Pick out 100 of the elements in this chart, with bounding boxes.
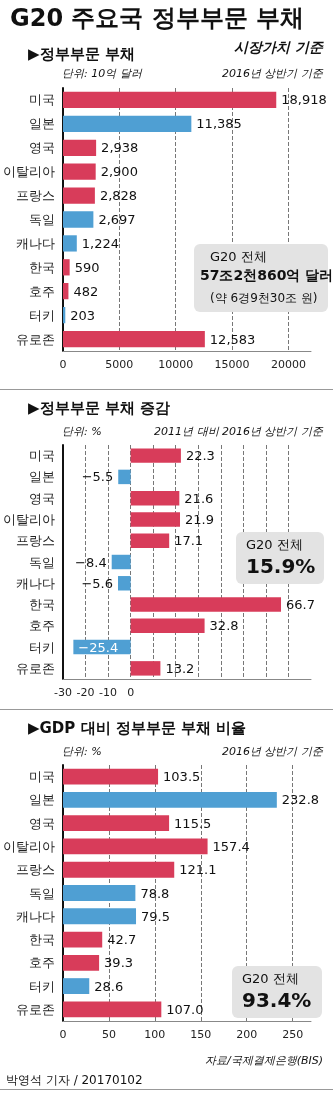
chart-title: ▶정부부문 부채 증감: [28, 398, 170, 417]
x-tick-label: 100: [144, 1028, 166, 1041]
y-tick-label: 호주: [29, 955, 55, 971]
data-label: 13.2: [165, 660, 195, 676]
y-tick-label: 캐나다: [16, 908, 55, 924]
bar: [130, 512, 181, 527]
annotation: 57조2천860억 달러: [200, 267, 333, 283]
bar: [63, 978, 90, 994]
data-label: 157.4: [212, 838, 250, 854]
data-label: 107.0: [166, 1001, 204, 1017]
data-label: 203: [70, 307, 96, 323]
bar: [63, 139, 97, 156]
y-tick-label: 독일: [29, 554, 55, 570]
chart-subtitle: ▶정부부문 부채: [28, 44, 135, 63]
y-tick-label: 한국: [29, 597, 55, 613]
data-label: 11,385: [196, 116, 242, 132]
data-label: 17.1: [174, 533, 204, 549]
bar: [130, 618, 205, 634]
y-tick-label: 일본: [29, 469, 55, 485]
x-tick-label: -30: [54, 686, 72, 699]
bar: [63, 768, 159, 785]
chart-title: ▶GDP 대비 정부부문 부채 비율: [28, 718, 247, 737]
data-label: 103.5: [163, 769, 201, 785]
bar: [63, 259, 70, 276]
annotation: G20 전체: [242, 971, 299, 986]
bar: [130, 490, 180, 506]
bar: [63, 1001, 162, 1018]
chart-title: G20 주요국 정부부문 부채: [10, 4, 305, 32]
data-label: 12,583: [209, 331, 256, 347]
y-tick-label: 터키: [29, 978, 55, 994]
data-label: 66.7: [286, 597, 315, 613]
x-tick-label: 0: [127, 686, 135, 699]
data-label: 2,938: [101, 140, 139, 156]
bar: [130, 661, 161, 676]
bar: [63, 931, 103, 948]
y-tick-label: 한국: [29, 932, 55, 948]
y-tick-label: 일본: [29, 116, 55, 132]
bar: [63, 838, 208, 855]
data-label: 21.9: [185, 511, 214, 527]
data-label: 42.7: [107, 932, 137, 948]
bar: [63, 115, 192, 132]
bar: [63, 908, 137, 925]
bar: [63, 235, 77, 252]
bar: [63, 187, 95, 204]
x-tick-label: 50: [101, 1028, 116, 1041]
y-tick-label: 일본: [29, 792, 55, 808]
text: 박영석 기자 / 20170102: [6, 1073, 143, 1087]
x-tick-label: 20000: [270, 358, 306, 371]
bar: [130, 533, 170, 548]
data-label: 22.3: [185, 448, 215, 464]
x-tick-label: -20: [76, 686, 95, 699]
y-tick-label: 한국: [29, 259, 55, 275]
text: 2011년 대비 2016년 상반기 기준: [154, 425, 324, 438]
bar: [111, 554, 131, 570]
annotation: G20 전체: [246, 537, 303, 552]
y-tick-label: 미국: [29, 448, 55, 464]
bar: [63, 211, 94, 228]
x-tick-label: 250: [282, 1028, 304, 1041]
y-tick-label: 이탈리아: [3, 511, 55, 527]
x-tick-label: 0: [59, 358, 67, 371]
y-tick-label: 터키: [29, 639, 55, 655]
y-tick-label: 영국: [29, 490, 55, 506]
y-tick-label: 프랑스: [16, 533, 55, 549]
annotation: (약 6경9천30조 원): [210, 291, 318, 305]
data-label: 121.1: [179, 862, 217, 878]
annotation: 15.9%: [246, 554, 316, 578]
bar: [63, 861, 175, 878]
data-label: 21.6: [184, 490, 214, 506]
y-tick-label: 캐나다: [16, 575, 55, 591]
data-label: 482: [73, 283, 99, 299]
x-tick-label: 0: [59, 1028, 67, 1041]
x-tick-label: 150: [190, 1028, 212, 1041]
data-label: −25.4: [78, 639, 119, 655]
bar: [63, 815, 170, 832]
y-tick-label: 호주: [29, 618, 55, 634]
y-tick-label: 영국: [29, 140, 55, 156]
y-tick-label: 터키: [29, 307, 55, 323]
text: 단위: %: [62, 425, 102, 438]
y-tick-label: 미국: [29, 92, 55, 108]
text: 2016년 상반기 기준: [222, 745, 324, 758]
y-tick-label: 독일: [29, 885, 55, 901]
data-label: 28.6: [94, 978, 124, 994]
bar: [63, 954, 100, 971]
bar: [118, 469, 131, 485]
data-label: 590: [74, 259, 100, 275]
y-tick-label: 영국: [29, 815, 55, 831]
data-label: −5.5: [81, 469, 114, 485]
x-tick-label: 200: [236, 1028, 258, 1041]
bar: [118, 576, 131, 591]
data-label: 39.3: [104, 955, 134, 971]
text: 단위: %: [62, 745, 102, 758]
y-tick-label: 미국: [29, 769, 55, 785]
y-tick-label: 캐나다: [16, 235, 55, 251]
bar: [63, 792, 277, 808]
data-label: 115.5: [174, 815, 212, 831]
text: 단위: 10억 달러: [62, 67, 143, 80]
bar: [130, 448, 181, 463]
text: 시장가치 기준: [234, 39, 324, 55]
y-tick-label: 이탈리아: [3, 164, 55, 180]
y-tick-label: 유로존: [16, 331, 55, 347]
